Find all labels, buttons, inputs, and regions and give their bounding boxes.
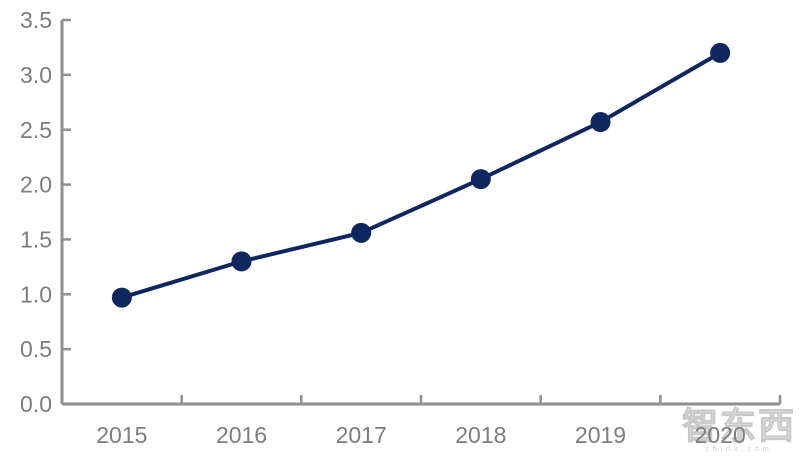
data-point [111, 287, 132, 308]
y-tick-label: 3.0 [20, 62, 52, 88]
y-tick-label: 2.0 [20, 172, 52, 198]
y-tick-label: 1.0 [20, 281, 52, 307]
data-point [470, 169, 491, 190]
x-tick-label: 2020 [695, 422, 746, 448]
x-tick-label: 2017 [336, 422, 387, 448]
data-point [351, 222, 372, 243]
x-tick-label: 2015 [96, 422, 147, 448]
series-line [119, 50, 723, 300]
data-point [710, 42, 731, 63]
y-tick-label: 0.5 [20, 336, 52, 362]
data-point [231, 251, 252, 272]
y-tick-label: 0.0 [20, 391, 52, 417]
x-tick-label: 2019 [575, 422, 626, 448]
y-tick-label: 3.5 [20, 7, 52, 33]
data-point [590, 112, 611, 133]
y-tick-label: 2.5 [20, 117, 52, 143]
x-tick-label: 2016 [216, 422, 267, 448]
y-tick-label: 1.5 [20, 226, 52, 252]
x-tick-label: 2018 [455, 422, 506, 448]
